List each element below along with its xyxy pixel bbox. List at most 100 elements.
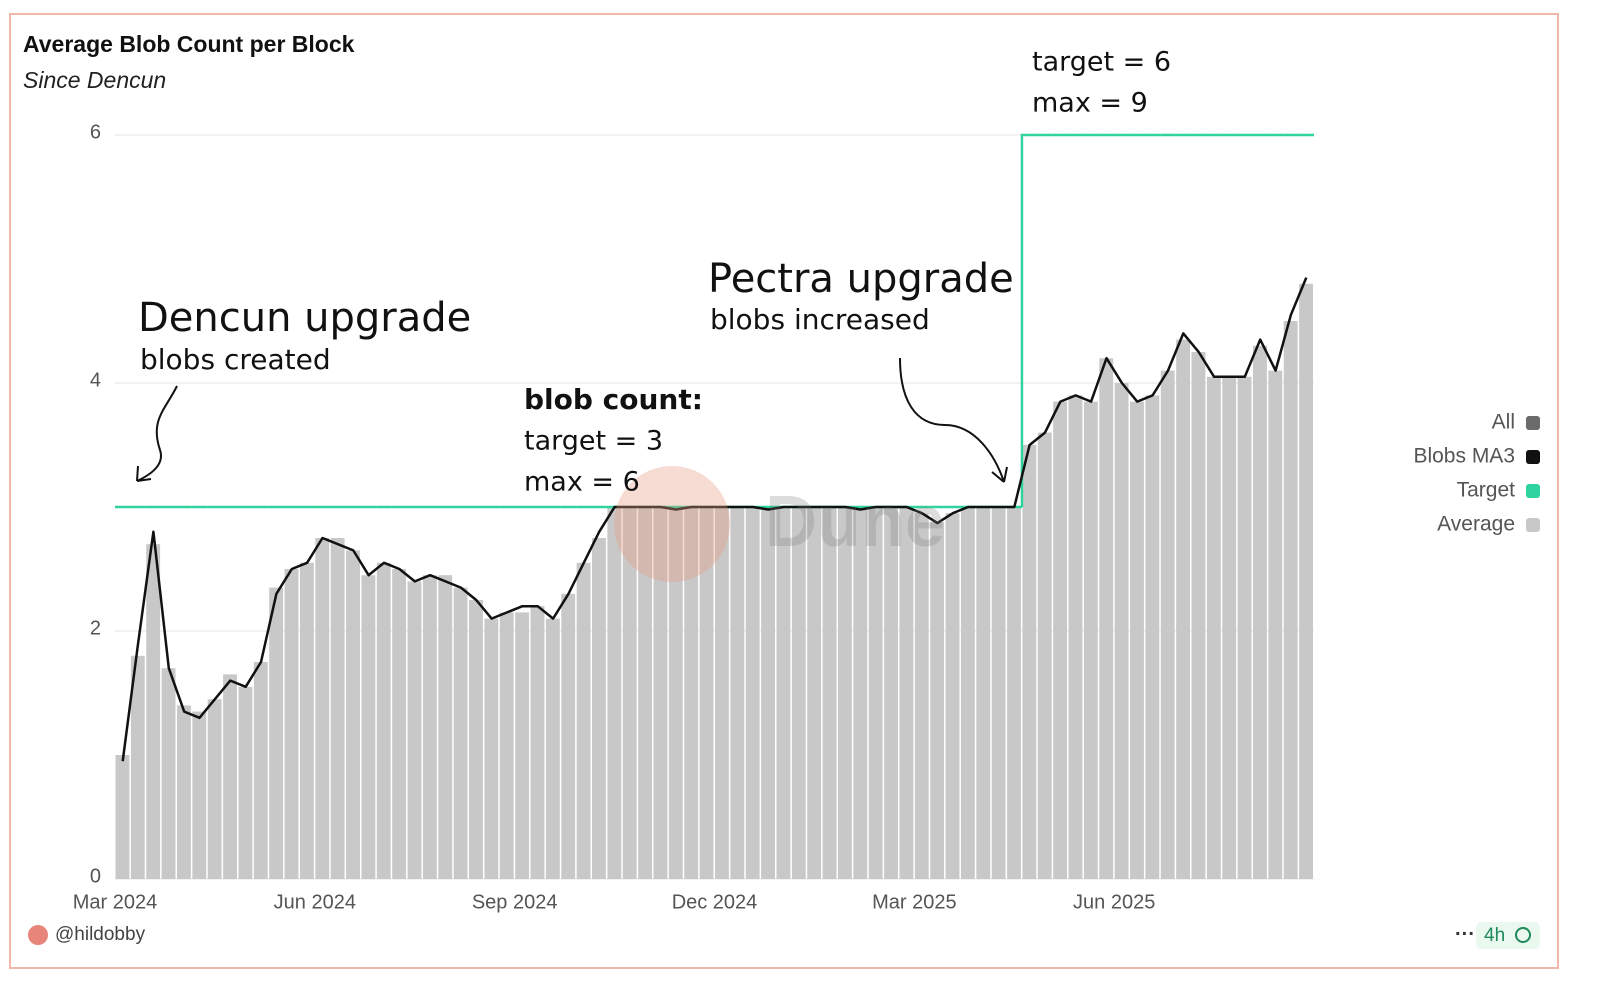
bar (330, 538, 345, 879)
bar (146, 544, 161, 879)
bar (930, 521, 945, 879)
annotation: blobs increased (710, 303, 930, 336)
bar (422, 575, 437, 879)
bar (530, 606, 545, 879)
verified-icon (1515, 927, 1531, 943)
bar (776, 507, 791, 879)
bar (484, 618, 499, 879)
bar (223, 674, 237, 879)
avatar (28, 925, 48, 945)
bar (499, 612, 514, 879)
bar (253, 662, 268, 879)
bar (638, 507, 653, 879)
annotation: max = 6 (524, 467, 640, 498)
legend-label: All (1492, 411, 1515, 434)
bar (576, 562, 591, 879)
legend: All Blobs MA3 Target Average (1413, 411, 1540, 536)
bar (761, 507, 775, 879)
bar (1299, 283, 1313, 879)
bar (837, 507, 852, 879)
x-tick-label: Dec 2024 (672, 891, 758, 913)
bar (1268, 370, 1283, 879)
bar (960, 507, 975, 879)
legend-label: Target (1457, 479, 1516, 502)
legend-swatch (1526, 484, 1540, 498)
annotation: Dencun upgrade (138, 295, 471, 341)
bar (1037, 432, 1052, 879)
bar (438, 575, 453, 879)
legend-swatch (1526, 416, 1540, 430)
bar (130, 655, 145, 879)
author[interactable]: @hildobby (55, 924, 146, 945)
bar (315, 538, 330, 879)
annotation: blobs created (140, 343, 331, 376)
bar (469, 600, 483, 879)
bar (1145, 395, 1160, 879)
step-segment (1020, 133, 1038, 507)
bar (914, 513, 929, 879)
bar (115, 755, 130, 879)
arrow (136, 385, 178, 482)
bar (899, 507, 914, 879)
bar (699, 507, 714, 879)
y-tick-label: 4 (90, 369, 101, 391)
bar (361, 575, 376, 879)
bar (592, 538, 606, 879)
bar (1206, 376, 1221, 879)
chart-subtitle: Since Dencun (23, 67, 166, 93)
legend-swatch (1526, 450, 1540, 464)
arrow (899, 357, 1008, 483)
bar (1176, 339, 1191, 880)
bar (884, 507, 898, 879)
line (121, 277, 1308, 762)
bar (653, 507, 668, 879)
bar (1007, 507, 1021, 879)
bar (1237, 376, 1252, 879)
bar (1130, 401, 1144, 879)
watermark-logo (614, 466, 730, 582)
bar (515, 612, 530, 879)
bar (161, 668, 176, 879)
y-tick-label: 6 (90, 121, 101, 143)
bar (346, 550, 360, 879)
bar (407, 581, 422, 879)
x-tick-label: Mar 2024 (73, 891, 158, 913)
plot: 0 2 4 6 Mar 2024 Jun 2024 Sep 2024 Dec 2024 Mar … (73, 121, 1314, 913)
annotation: target = 3 (524, 426, 663, 457)
bar (622, 507, 637, 879)
bar (1022, 445, 1037, 879)
annotation: target = 6 (1032, 47, 1171, 78)
bar (376, 562, 391, 879)
bar (807, 507, 822, 879)
bar (868, 507, 883, 879)
bar (1068, 395, 1083, 879)
y-tick-label: 0 (90, 865, 101, 887)
legend-swatch (1526, 518, 1540, 532)
bar (1114, 383, 1129, 879)
bar (299, 562, 314, 879)
bar (607, 507, 622, 879)
bar (976, 507, 991, 879)
bar (1099, 358, 1114, 879)
bar (822, 507, 837, 879)
bar (853, 507, 868, 879)
bar (1253, 345, 1267, 879)
bar (176, 705, 191, 879)
bar (207, 699, 222, 879)
bar (545, 618, 560, 879)
bar (269, 587, 284, 879)
bar (745, 507, 760, 879)
bar (684, 507, 699, 879)
bar (392, 569, 407, 879)
bar (284, 569, 299, 879)
bar (561, 593, 576, 879)
annotation: blob count: (524, 383, 703, 416)
bar (715, 507, 729, 879)
bar (1083, 401, 1098, 879)
annotation: max = 9 (1032, 88, 1148, 119)
age: 4h (1484, 925, 1505, 946)
bar (192, 711, 207, 879)
more-button[interactable]: ··· (1455, 923, 1475, 945)
bar (1053, 401, 1068, 879)
